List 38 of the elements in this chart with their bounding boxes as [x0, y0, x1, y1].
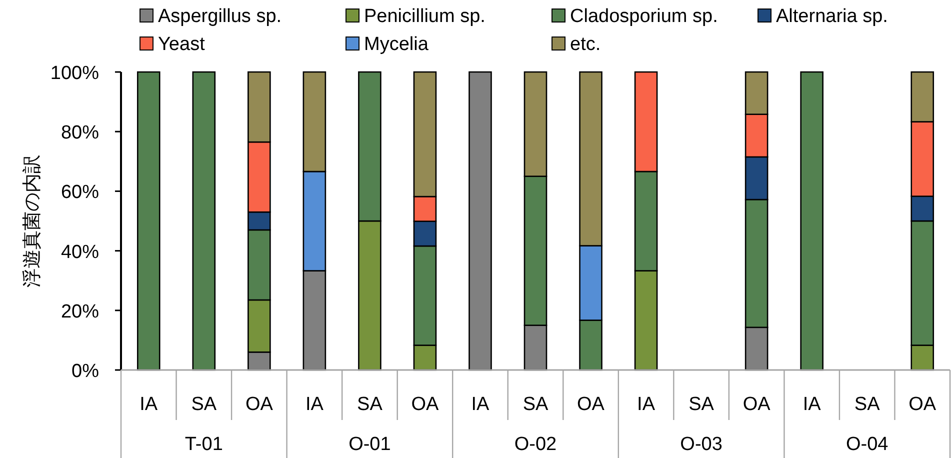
x-tick-label: OA: [908, 394, 936, 415]
bar: [800, 71, 824, 371]
legend-label: etc.: [570, 34, 601, 55]
y-tick-label: 40%: [60, 242, 100, 263]
text: O-03: [680, 434, 722, 455]
text: O-02: [514, 434, 557, 455]
text: T-01: [184, 434, 223, 455]
x-tick-label: OA: [411, 394, 440, 415]
text: O-01: [348, 434, 391, 455]
y-tick-label: 80%: [60, 122, 100, 144]
x-tick-label: OA: [577, 394, 605, 415]
bar: [192, 71, 216, 371]
legend-label: Penicillium sp.: [364, 6, 486, 27]
x-tick-label: SA: [688, 394, 714, 415]
x-tick-label: IA: [140, 394, 158, 415]
x-tick-label: SA: [522, 394, 548, 415]
x-tick-label: SA: [191, 394, 217, 415]
x-tick-label: IA: [802, 394, 822, 415]
x-tick-label: IA: [637, 394, 656, 415]
x-tick-label: SA: [854, 394, 880, 415]
legend-label: Yeast: [158, 34, 206, 55]
text: O-04: [846, 434, 889, 455]
legend-label: Aspergillus sp.: [158, 6, 282, 27]
legend-label: Cladosporium sp.: [570, 6, 718, 27]
x-tick-label: OA: [742, 394, 771, 415]
bar: [136, 71, 160, 371]
y-tick-label: 100%: [50, 63, 100, 84]
bar: [468, 71, 492, 371]
y-tick-label: 0%: [72, 361, 100, 382]
x-tick-label: OA: [245, 394, 274, 415]
legend-label: Mycelia: [364, 34, 429, 55]
y-axis-title: 浮遊真菌の内訳: [22, 154, 43, 288]
y-tick-label: 20%: [60, 301, 100, 322]
legend-label: Alternaria sp.: [776, 6, 888, 27]
x-tick-label: IA: [305, 394, 324, 415]
x-tick-label: IA: [471, 394, 490, 415]
y-tick-label: 60%: [60, 182, 100, 204]
x-tick-label: SA: [357, 394, 383, 415]
